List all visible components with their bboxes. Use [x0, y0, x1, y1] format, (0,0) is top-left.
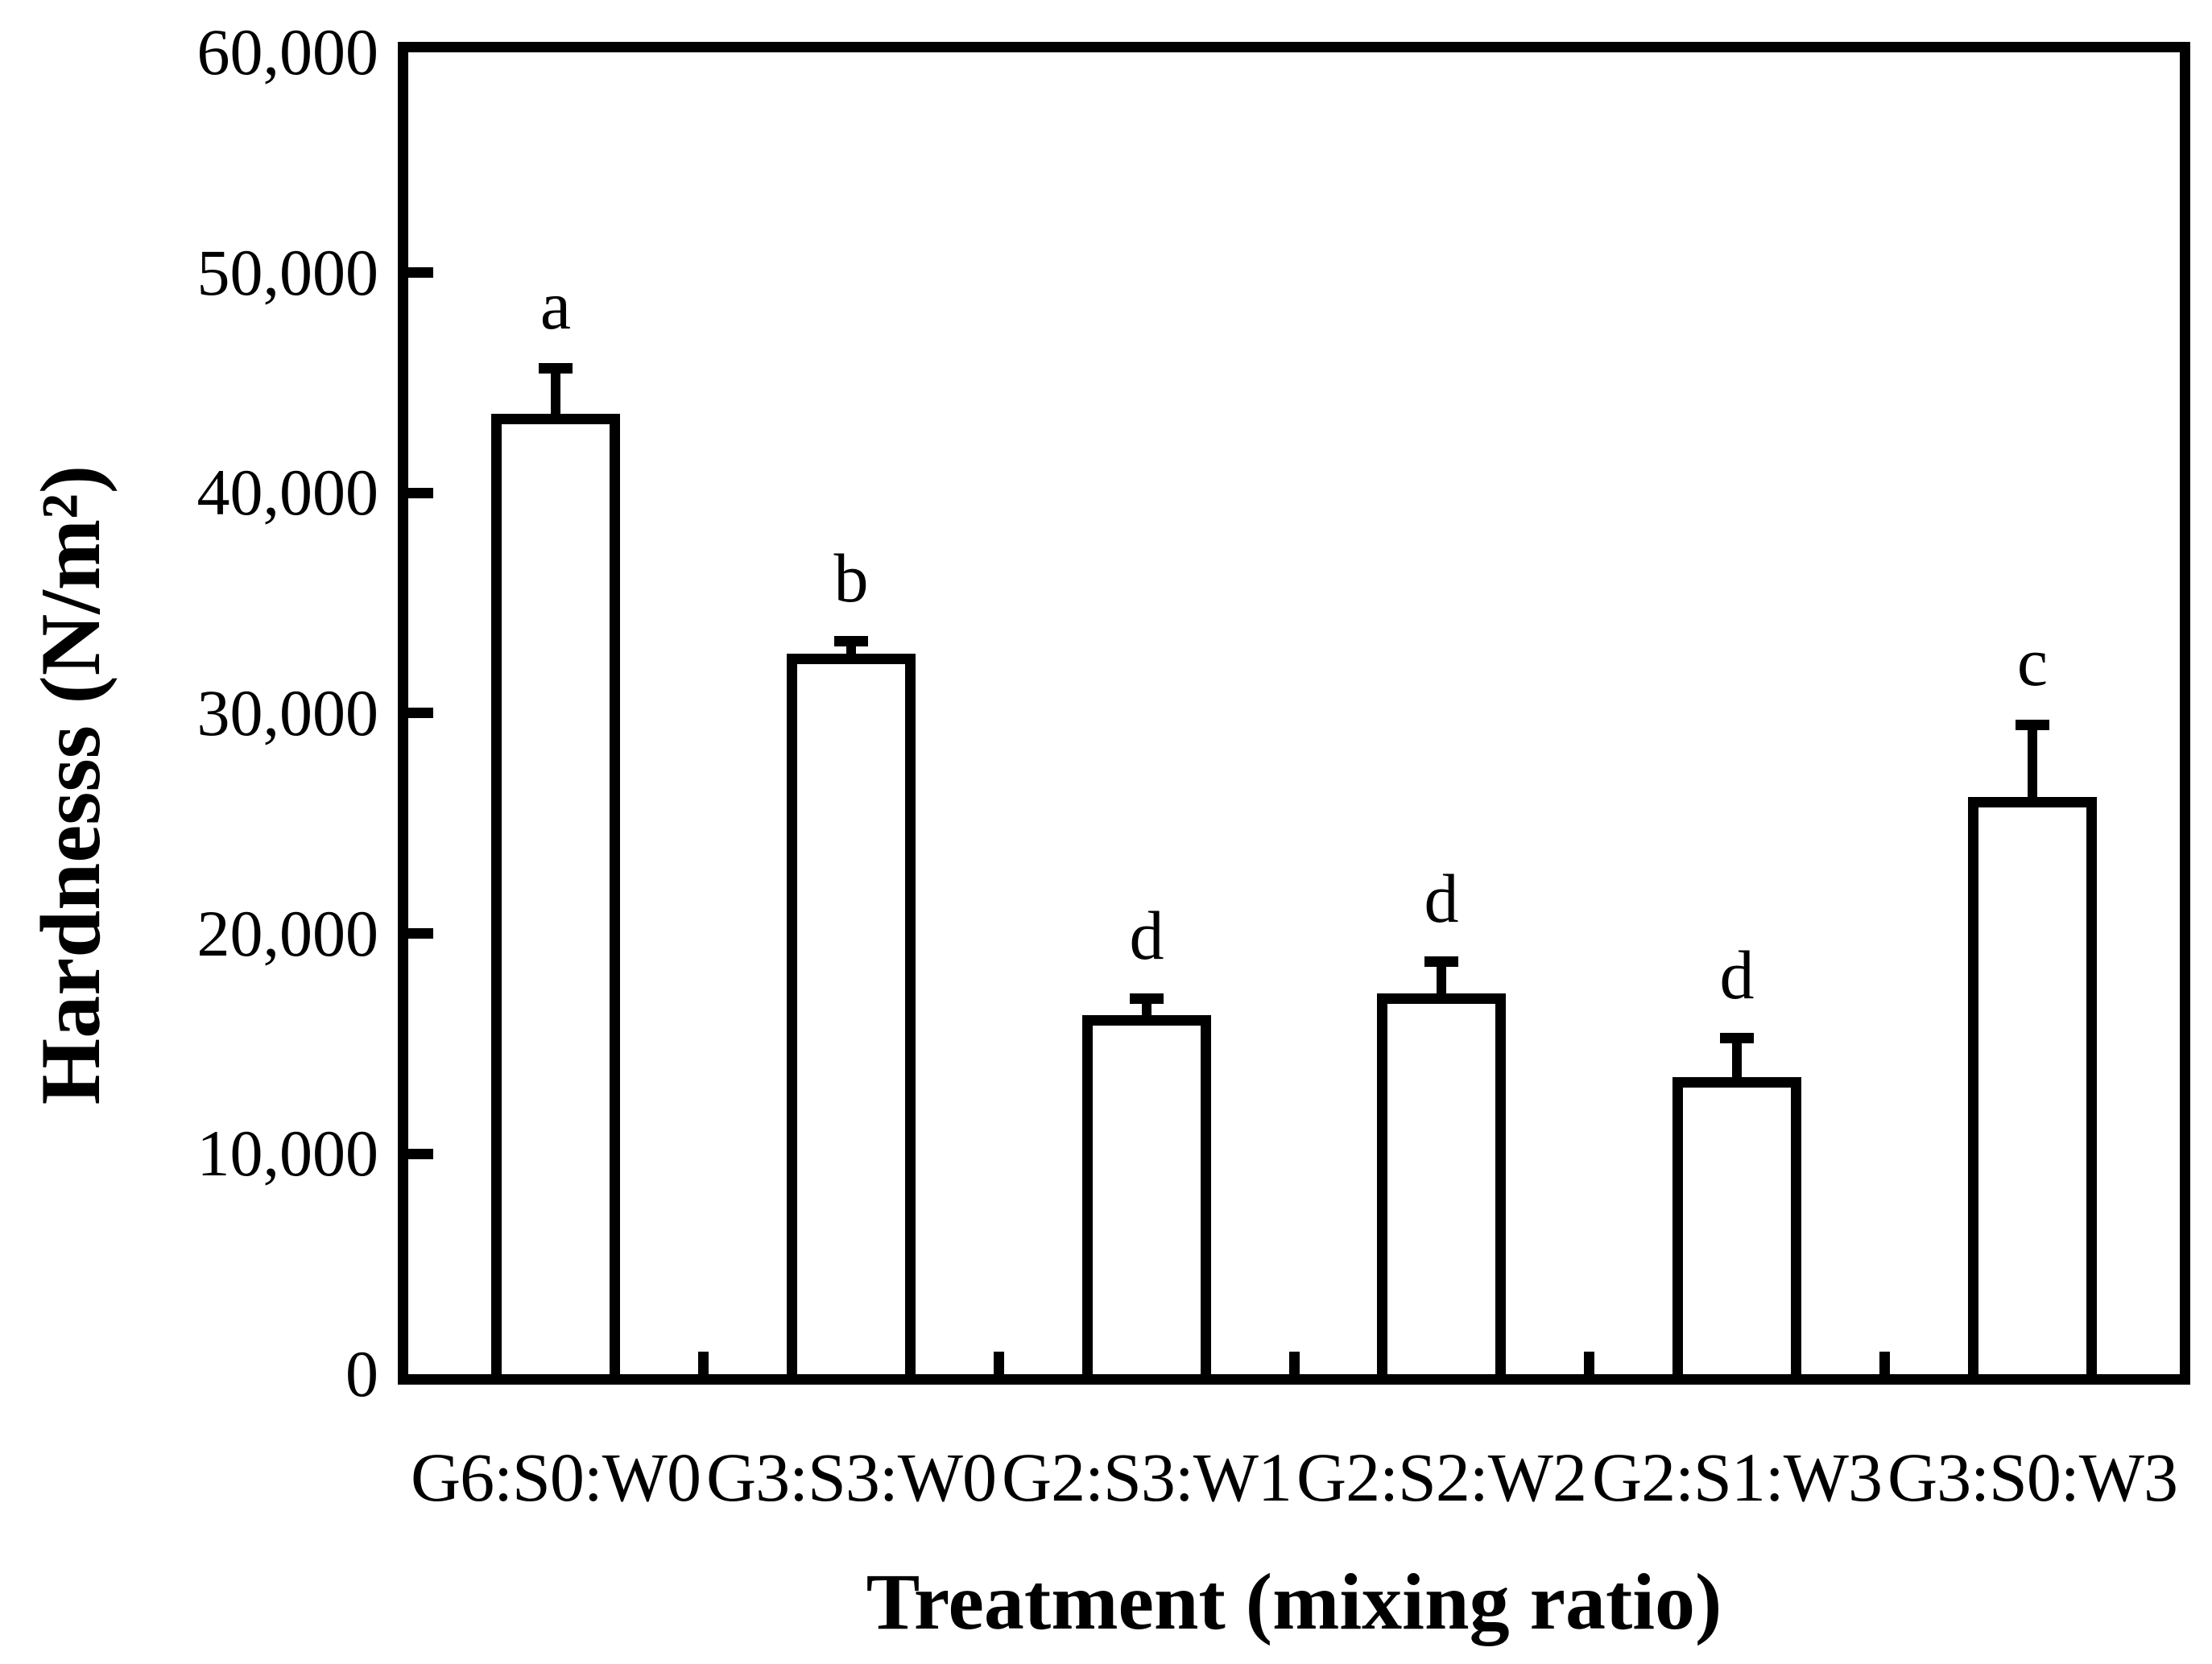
x-axis-tick [1584, 1352, 1594, 1374]
error-bar-stem [551, 368, 560, 417]
bar-G2:S2:W2 [1377, 993, 1506, 1374]
x-category-label: G6:S0:W0 [411, 1439, 701, 1516]
y-tick-label: 20,000 [196, 897, 379, 970]
y-tick-label: 60,000 [196, 15, 379, 89]
x-axis-tick [1289, 1352, 1300, 1374]
significance-letter: c [2016, 623, 2049, 700]
significance-letter: a [540, 266, 572, 344]
significance-letter: d [1424, 860, 1459, 937]
significance-letter: b [833, 539, 869, 617]
y-axis-tick [408, 708, 433, 718]
error-bar-cap [834, 636, 868, 646]
error-bar-cap [539, 363, 573, 374]
error-bar-stem [1437, 961, 1446, 997]
bar-G3:S3:W0 [787, 654, 916, 1374]
significance-letter: d [1129, 897, 1164, 974]
error-bar-cap [2016, 720, 2049, 730]
y-tick-label: 0 [345, 1337, 378, 1410]
bar-G3:S0:W3 [1968, 797, 2097, 1374]
y-tick-label: 50,000 [196, 236, 379, 309]
bar-G2:S1:W3 [1672, 1077, 1801, 1374]
y-axis-tick [408, 1149, 433, 1159]
error-bar-cap [1424, 956, 1458, 967]
y-tick-label: 10,000 [196, 1117, 379, 1190]
x-category-label: G2:S2:W2 [1296, 1439, 1587, 1516]
x-axis-tick [994, 1352, 1004, 1374]
bar-G2:S3:W1 [1082, 1015, 1211, 1374]
x-axis-tick [1879, 1352, 1890, 1374]
error-bar-cap [1720, 1033, 1754, 1043]
x-axis-tick [698, 1352, 709, 1374]
x-category-label: G2:S1:W3 [1592, 1439, 1883, 1516]
bar-G6:S0:W0 [491, 414, 620, 1374]
error-bar-stem [2028, 725, 2037, 800]
significance-letter: d [1719, 936, 1755, 1014]
y-axis-tick [408, 267, 433, 278]
plot-area: a b d d d c [398, 42, 2190, 1385]
y-axis-title: Hardnesss (N/m²) [23, 465, 118, 1105]
x-category-label: G3:S3:W0 [706, 1439, 997, 1516]
x-category-label: G2:S3:W1 [1002, 1439, 1292, 1516]
x-category-label: G3:S0:W3 [1887, 1439, 2178, 1516]
error-bar-stem [1732, 1038, 1742, 1080]
y-tick-label: 40,000 [196, 456, 379, 529]
x-axis-title: Treatment (mixing ratio) [866, 1557, 1722, 1646]
y-tick-label: 30,000 [196, 676, 379, 749]
error-bar-cap [1130, 993, 1164, 1004]
y-axis-tick [408, 488, 433, 498]
y-axis-tick [408, 928, 433, 939]
